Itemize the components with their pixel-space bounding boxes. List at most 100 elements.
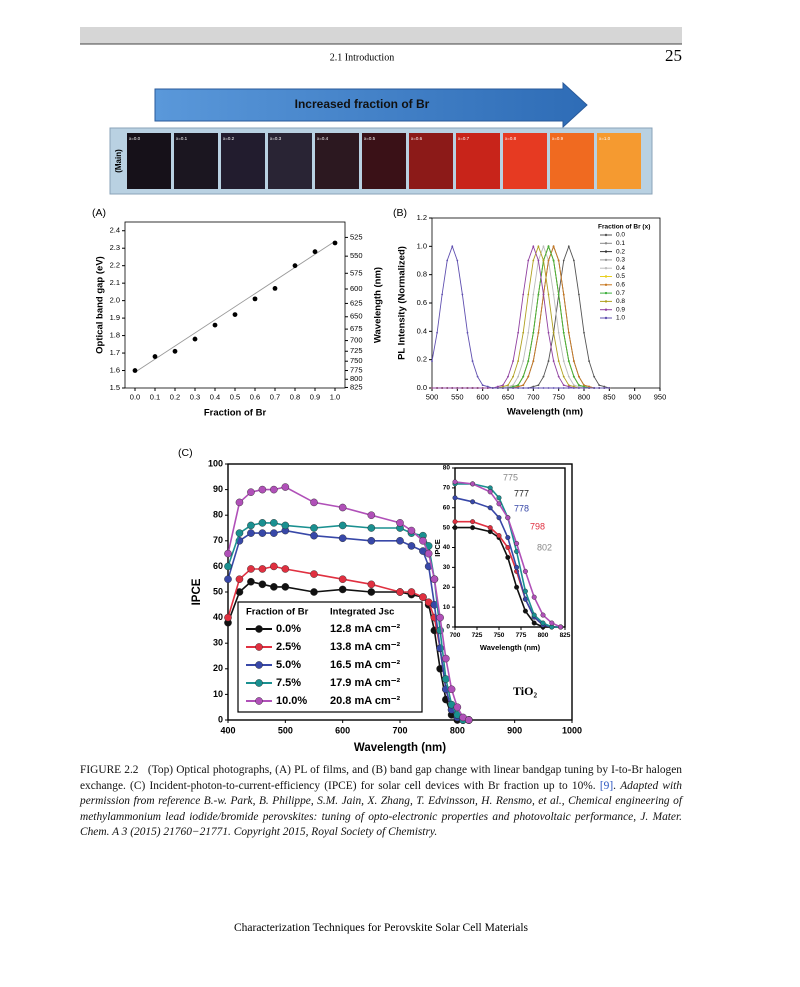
point	[532, 385, 535, 388]
y-tick-label: 50	[213, 586, 223, 596]
point	[567, 360, 570, 362]
x-tick-label: 500	[278, 725, 293, 735]
y2-tick-label: 675	[350, 324, 363, 333]
legend-label: 0.9	[616, 306, 625, 313]
x-tick-label: 1.0	[330, 392, 340, 401]
annotation: 798	[530, 521, 545, 531]
point	[522, 608, 528, 614]
legend-marker	[604, 308, 608, 311]
point	[441, 293, 444, 296]
legend-marker	[604, 291, 608, 295]
y2-tick-label: 775	[350, 366, 363, 375]
point	[470, 519, 476, 525]
point	[507, 375, 509, 378]
y-tick-label: 0.0	[417, 383, 427, 392]
point	[470, 481, 476, 487]
point	[235, 575, 244, 584]
point	[172, 348, 178, 354]
y-tick-label: 1.7	[110, 348, 120, 357]
point	[436, 387, 438, 389]
y2-tick-label: 800	[350, 374, 363, 383]
point	[436, 331, 438, 334]
point	[452, 519, 458, 525]
legend-label: 7.5%	[276, 677, 301, 689]
y-tick-label: 70	[443, 485, 451, 492]
legend-label: 2.5%	[276, 641, 301, 653]
x-tick-label: 800	[578, 392, 591, 401]
legend-label: 10.0%	[276, 695, 307, 707]
x-tick-label: 0.8	[290, 392, 300, 401]
y-tick-label: 0.8	[417, 270, 427, 279]
x-tick-label: 700	[527, 392, 540, 401]
point	[578, 385, 580, 388]
point	[419, 593, 427, 601]
caption-ref[interactable]: [9]	[599, 779, 614, 792]
point	[487, 525, 493, 531]
legend-label: 5.0%	[276, 659, 301, 671]
y2-tick-label: 575	[350, 268, 363, 277]
sample-photo	[456, 133, 500, 189]
point	[552, 259, 555, 262]
sample-photo	[503, 133, 547, 189]
panel-label: (A)	[92, 207, 106, 219]
header-band	[80, 27, 682, 44]
annotation: 802	[537, 542, 552, 552]
sample-label: x=1.0	[599, 136, 611, 141]
legend-marker	[604, 283, 608, 286]
point	[496, 495, 502, 501]
point	[224, 613, 232, 622]
point	[572, 384, 575, 387]
sample-label: x=0.7	[458, 136, 470, 141]
point	[522, 387, 525, 389]
sample-label: x=0.8	[505, 136, 517, 141]
y2-tick-label: 650	[350, 312, 363, 321]
point	[502, 384, 504, 387]
y-tick-label: 0	[218, 714, 223, 724]
point	[338, 585, 347, 594]
point	[338, 521, 347, 530]
point	[453, 703, 462, 712]
point	[547, 360, 550, 362]
point	[547, 387, 550, 389]
y-tick-label: 0.2	[417, 355, 427, 364]
point	[552, 331, 555, 334]
y-tick-label: 100	[208, 458, 223, 468]
y-tick-label: 60	[443, 504, 451, 511]
x-axis-label: Wavelength (nm)	[354, 742, 446, 754]
y-tick-label: 30	[213, 638, 223, 648]
point	[572, 385, 575, 388]
x-tick-label: 0.6	[250, 392, 260, 401]
point	[456, 259, 459, 262]
point	[532, 387, 535, 389]
point	[522, 384, 525, 387]
point	[557, 387, 560, 389]
point	[522, 375, 525, 378]
point	[270, 529, 278, 537]
point	[436, 613, 444, 622]
point	[505, 554, 511, 560]
point	[447, 685, 456, 694]
point	[527, 259, 530, 262]
x-tick-label: 1000	[562, 725, 582, 735]
sample-label: x=0.2	[223, 136, 235, 141]
point	[396, 588, 404, 596]
point	[540, 620, 546, 626]
point	[431, 387, 433, 389]
x-tick-label: 550	[451, 392, 464, 401]
point	[224, 575, 232, 584]
point	[481, 384, 484, 387]
y-tick-label: 40	[213, 612, 223, 622]
x-tick-label: 600	[476, 392, 489, 401]
point	[512, 385, 514, 388]
point	[552, 245, 555, 248]
point	[466, 331, 469, 334]
point	[527, 375, 530, 378]
y-tick-label: 0.6	[417, 298, 427, 307]
page-number: 25	[665, 46, 682, 65]
point	[514, 564, 520, 570]
point	[522, 331, 525, 334]
point	[558, 624, 564, 630]
point	[452, 525, 458, 531]
legend-label: 0.7	[616, 290, 625, 297]
